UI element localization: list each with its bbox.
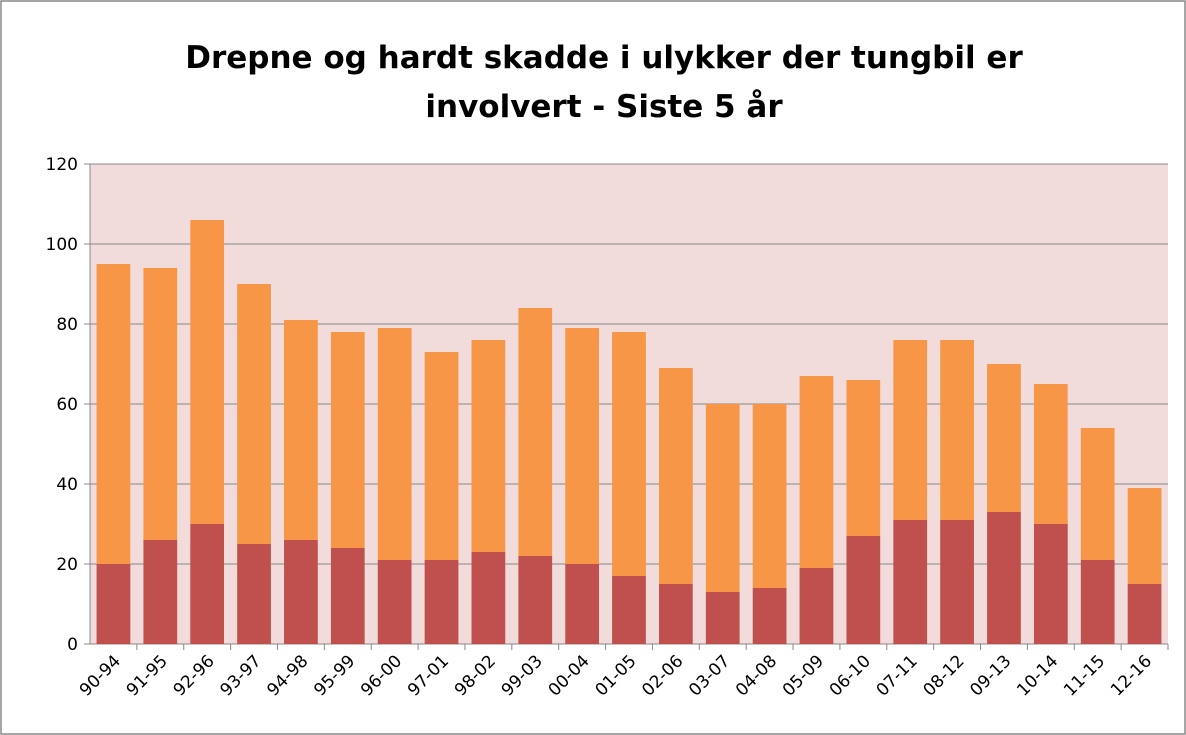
bar-segment [1127,584,1162,644]
bar-segment [143,268,178,540]
bar-segment [705,592,740,644]
bar-segment [190,524,225,644]
bar-segment [1127,488,1162,584]
y-tick-label: 100 [46,235,78,255]
bar-segment [1033,524,1068,644]
bar-segment [330,548,365,644]
y-tick-label: 20 [56,555,78,575]
bar-segment [846,536,881,644]
bar-segment [565,564,600,644]
bar-segment [424,560,459,644]
bar-segment [424,352,459,560]
bar-segment [96,264,131,564]
bar-segment [143,540,178,644]
bar-segment [284,540,318,644]
bar-segment [752,588,787,644]
bar-segment [471,552,506,644]
bar-segment [799,568,834,644]
bar-segment [377,328,412,560]
y-tick-label: 60 [56,395,78,415]
bar-segment [987,364,1021,512]
bar-segment [893,520,928,644]
bar-segment [658,368,693,584]
chart-title: involvert - Siste 5 år [425,89,783,125]
bar-segment [518,556,553,644]
bar-segment [940,340,974,520]
y-tick-label: 40 [56,475,78,495]
bar-segment [330,332,365,548]
bar-segment [987,512,1021,644]
bar-segment [284,320,318,540]
chart-title: Drepne og hardt skadde i ulykker der tun… [185,40,1023,76]
bar-segment [237,284,271,544]
y-tick-label: 80 [56,315,78,335]
bar-segment [799,376,834,568]
bar-segment [96,564,131,644]
bar-segment [940,520,974,644]
bar-segment [846,380,881,536]
bar-segment [612,332,646,576]
bar-segment [237,544,271,644]
bar-segment [612,576,646,644]
bar-segment [705,404,740,592]
bar-segment [1080,428,1115,560]
bar-segment [565,328,600,564]
bar-segment [893,340,928,520]
bar-segment [752,404,787,588]
bar-segment [377,560,412,644]
bar-segment [518,308,553,556]
bar-segment [658,584,693,644]
y-tick-label: 120 [46,155,78,175]
y-tick-label: 0 [67,635,78,655]
bar-segment [1033,384,1068,524]
bar-segment [190,220,225,524]
bar-segment [1080,560,1115,644]
bar-segment [471,340,506,552]
